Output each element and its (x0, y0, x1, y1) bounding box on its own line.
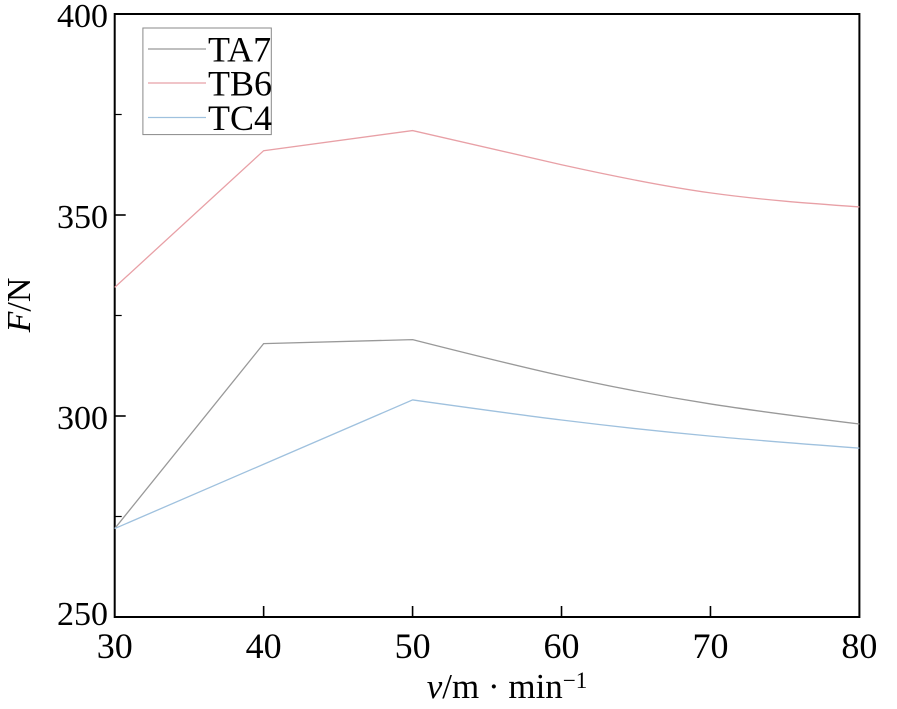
svg-text:F/N: F/N (1, 278, 38, 334)
svg-text:70: 70 (692, 626, 728, 666)
svg-text:250: 250 (57, 596, 108, 633)
svg-text:40: 40 (246, 626, 282, 666)
svg-text:50: 50 (395, 626, 431, 666)
svg-text:400: 400 (57, 0, 108, 35)
svg-text:300: 300 (57, 400, 108, 437)
svg-text:TC4: TC4 (208, 98, 272, 138)
svg-text:80: 80 (841, 626, 877, 666)
svg-text:350: 350 (57, 199, 108, 236)
svg-text:60: 60 (544, 626, 580, 666)
